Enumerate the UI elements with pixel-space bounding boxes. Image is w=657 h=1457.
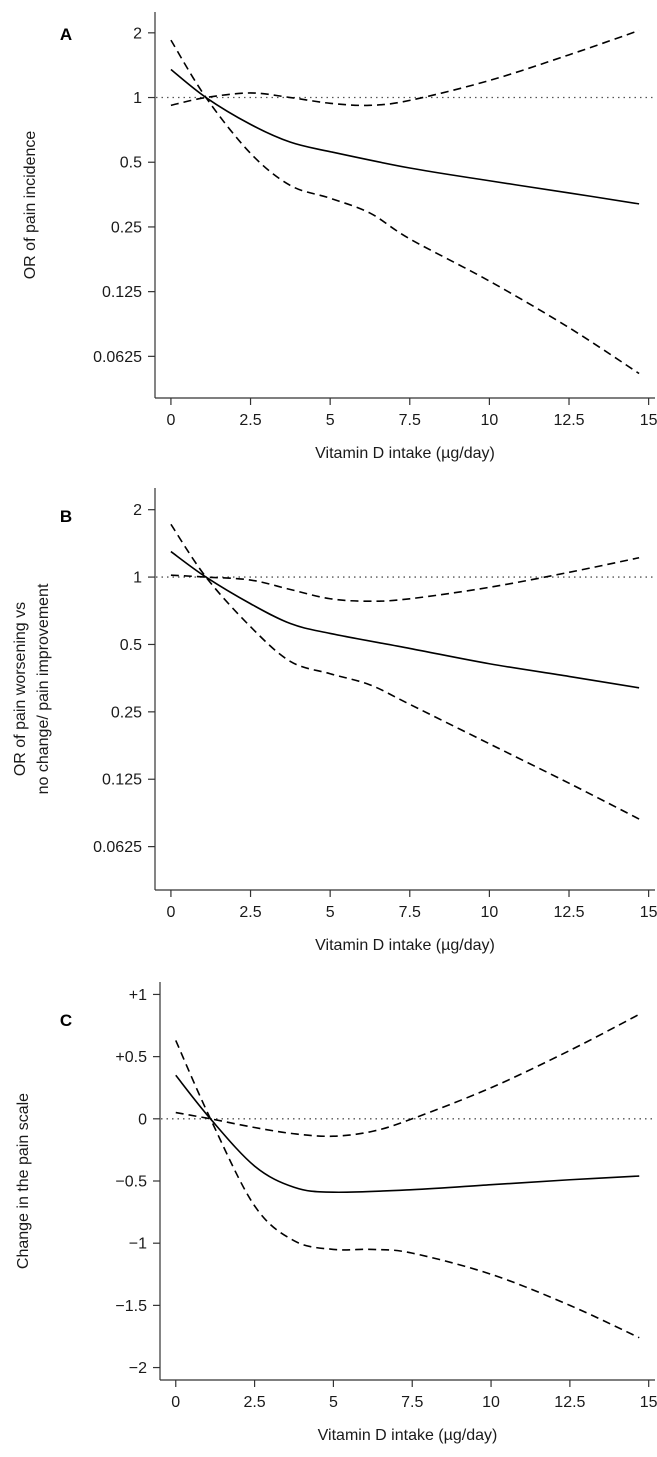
estimate-line	[170, 550, 640, 689]
y-axis-title: Change in the pain scale	[15, 1093, 32, 1269]
ci-upper-line	[170, 556, 640, 603]
y-tick-label: 1	[133, 90, 142, 107]
y-tick-label: −1	[129, 1236, 147, 1253]
x-tick-label: 12.5	[553, 904, 584, 921]
x-tick-label: 7.5	[399, 904, 421, 921]
y-tick-label: −2	[129, 1360, 147, 1377]
y-tick-label: +1	[129, 987, 147, 1004]
x-axis-title: Vitamin D intake (µg/day)	[315, 445, 495, 462]
y-tick-label: 2	[133, 502, 142, 519]
x-tick-label: 5	[329, 1394, 338, 1411]
x-axis-title: Vitamin D intake (µg/day)	[315, 937, 495, 954]
ci-upper-line	[170, 29, 640, 107]
x-tick-label: 15	[640, 904, 657, 921]
y-tick-label: 0.0625	[93, 349, 142, 366]
x-tick-label: 0	[166, 412, 175, 429]
x-axis-title: Vitamin D intake (µg/day)	[318, 1427, 498, 1444]
y-tick-label: −0.5	[115, 1174, 147, 1191]
panel-letter: C	[60, 1011, 72, 1030]
x-tick-label: 0	[171, 1394, 180, 1411]
x-tick-label: 2.5	[239, 904, 261, 921]
x-tick-label: 7.5	[399, 412, 421, 429]
y-tick-label: 0.5	[120, 637, 142, 654]
y-tick-label: 1	[133, 570, 142, 587]
x-tick-label: 2.5	[239, 412, 261, 429]
panel-letter: B	[60, 507, 72, 526]
x-tick-label: 10	[480, 904, 498, 921]
y-axis-title: no change/ pain improvement	[35, 583, 52, 794]
x-tick-label: 7.5	[401, 1394, 423, 1411]
estimate-line	[170, 68, 640, 205]
x-tick-label: 15	[640, 412, 657, 429]
estimate-line	[175, 1074, 640, 1194]
y-tick-label: 0.0625	[93, 839, 142, 856]
x-tick-label: 2.5	[243, 1394, 265, 1411]
panel-b: B 0.0625 0.125 0.25 0.5 1 2 0 2.5 5 7.5 10 12.5 15 Vit…	[12, 488, 657, 954]
y-tick-label: 0.25	[111, 704, 142, 721]
y-tick-label: 2	[133, 25, 142, 42]
ci-upper-line	[175, 1013, 640, 1138]
y-tick-label: 0.125	[102, 772, 142, 789]
ci-lower-line	[170, 523, 640, 820]
y-tick-label: +0.5	[115, 1049, 147, 1066]
x-tick-label: 12.5	[553, 412, 584, 429]
ci-lower-line	[175, 1040, 640, 1339]
y-axis-title: OR of pain incidence	[22, 131, 39, 280]
x-tick-label: 10	[480, 412, 498, 429]
panel-a: A 0.0625 0.125 0.25 0.5 1 2 0 2.5 5 7.5 10 12.5 15 Vit…	[22, 12, 657, 462]
x-tick-label: 5	[326, 904, 335, 921]
y-axis-title: OR of pain worsening vs	[12, 602, 29, 776]
x-tick-label: 0	[166, 904, 175, 921]
panel-c: C −2 −1.5 −1 −0.5 0 +0.5 +1 0 2.5 5 7.5 10 12.5 15 Vita…	[15, 982, 657, 1444]
x-tick-label: 10	[482, 1394, 500, 1411]
y-tick-label: −1.5	[115, 1298, 147, 1315]
y-tick-label: 0.25	[111, 219, 142, 236]
y-tick-label: 0.5	[120, 155, 142, 172]
x-tick-label: 5	[326, 412, 335, 429]
panel-letter: A	[60, 25, 72, 44]
ci-lower-line	[170, 39, 640, 375]
y-tick-label: 0	[138, 1111, 147, 1128]
y-tick-label: 0.125	[102, 284, 142, 301]
x-tick-label: 15	[640, 1394, 657, 1411]
x-tick-label: 12.5	[554, 1394, 585, 1411]
